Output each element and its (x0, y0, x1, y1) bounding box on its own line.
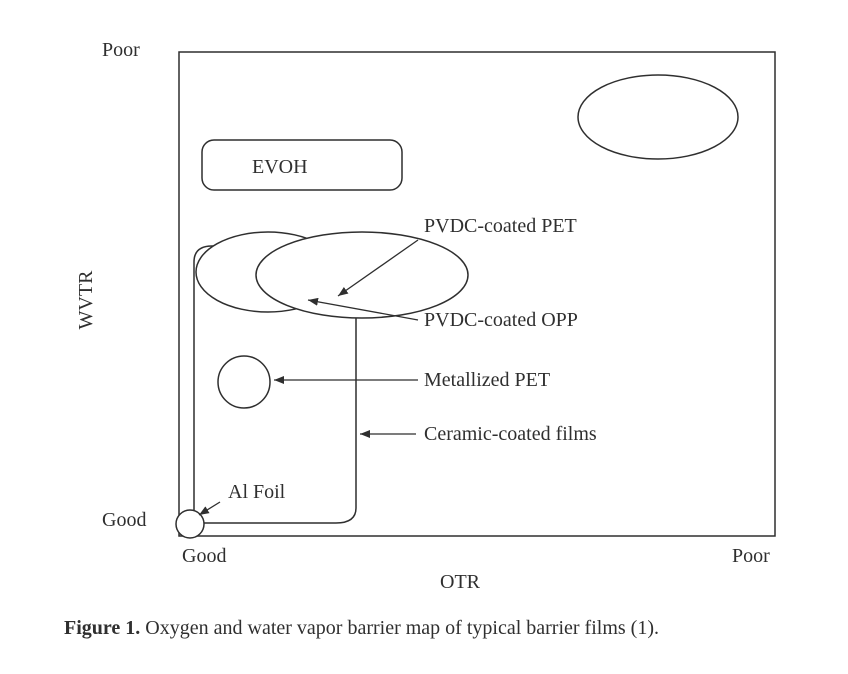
y-axis-label: WVTR (75, 270, 97, 330)
pvdc-pet-label: PVDC-coated PET (424, 215, 577, 237)
unlabeled-ellipse (578, 75, 738, 159)
barrier-map-diagram: Poor Good WVTR Good Poor OTR EVOH PVDC-coated P… (0, 0, 848, 674)
figure-container: { "figure": { "width": 848, "height": 67… (0, 0, 848, 674)
metallized-pet-circle (218, 356, 270, 408)
figure-label: Figure 1. (64, 617, 140, 639)
al-foil-label: Al Foil (228, 481, 286, 503)
figure-caption-text: Oxygen and water vapor barrier map of ty… (140, 617, 659, 639)
pvdc-pet-ellipse (256, 232, 468, 318)
x-tick-left: Good (182, 545, 226, 567)
figure-caption: Figure 1. Oxygen and water vapor barrier… (64, 616, 788, 641)
x-axis-label: OTR (440, 571, 481, 593)
ceramic-coated-label: Ceramic-coated films (424, 423, 597, 445)
x-tick-right: Poor (732, 545, 770, 567)
evoh-label: EVOH (252, 156, 308, 178)
y-tick-top: Poor (102, 39, 140, 61)
metallized-pet-label: Metallized PET (424, 369, 550, 391)
al-foil-arrow (199, 502, 220, 515)
y-tick-bottom: Good (102, 509, 146, 531)
pvdc-opp-label: PVDC-coated OPP (424, 309, 578, 331)
